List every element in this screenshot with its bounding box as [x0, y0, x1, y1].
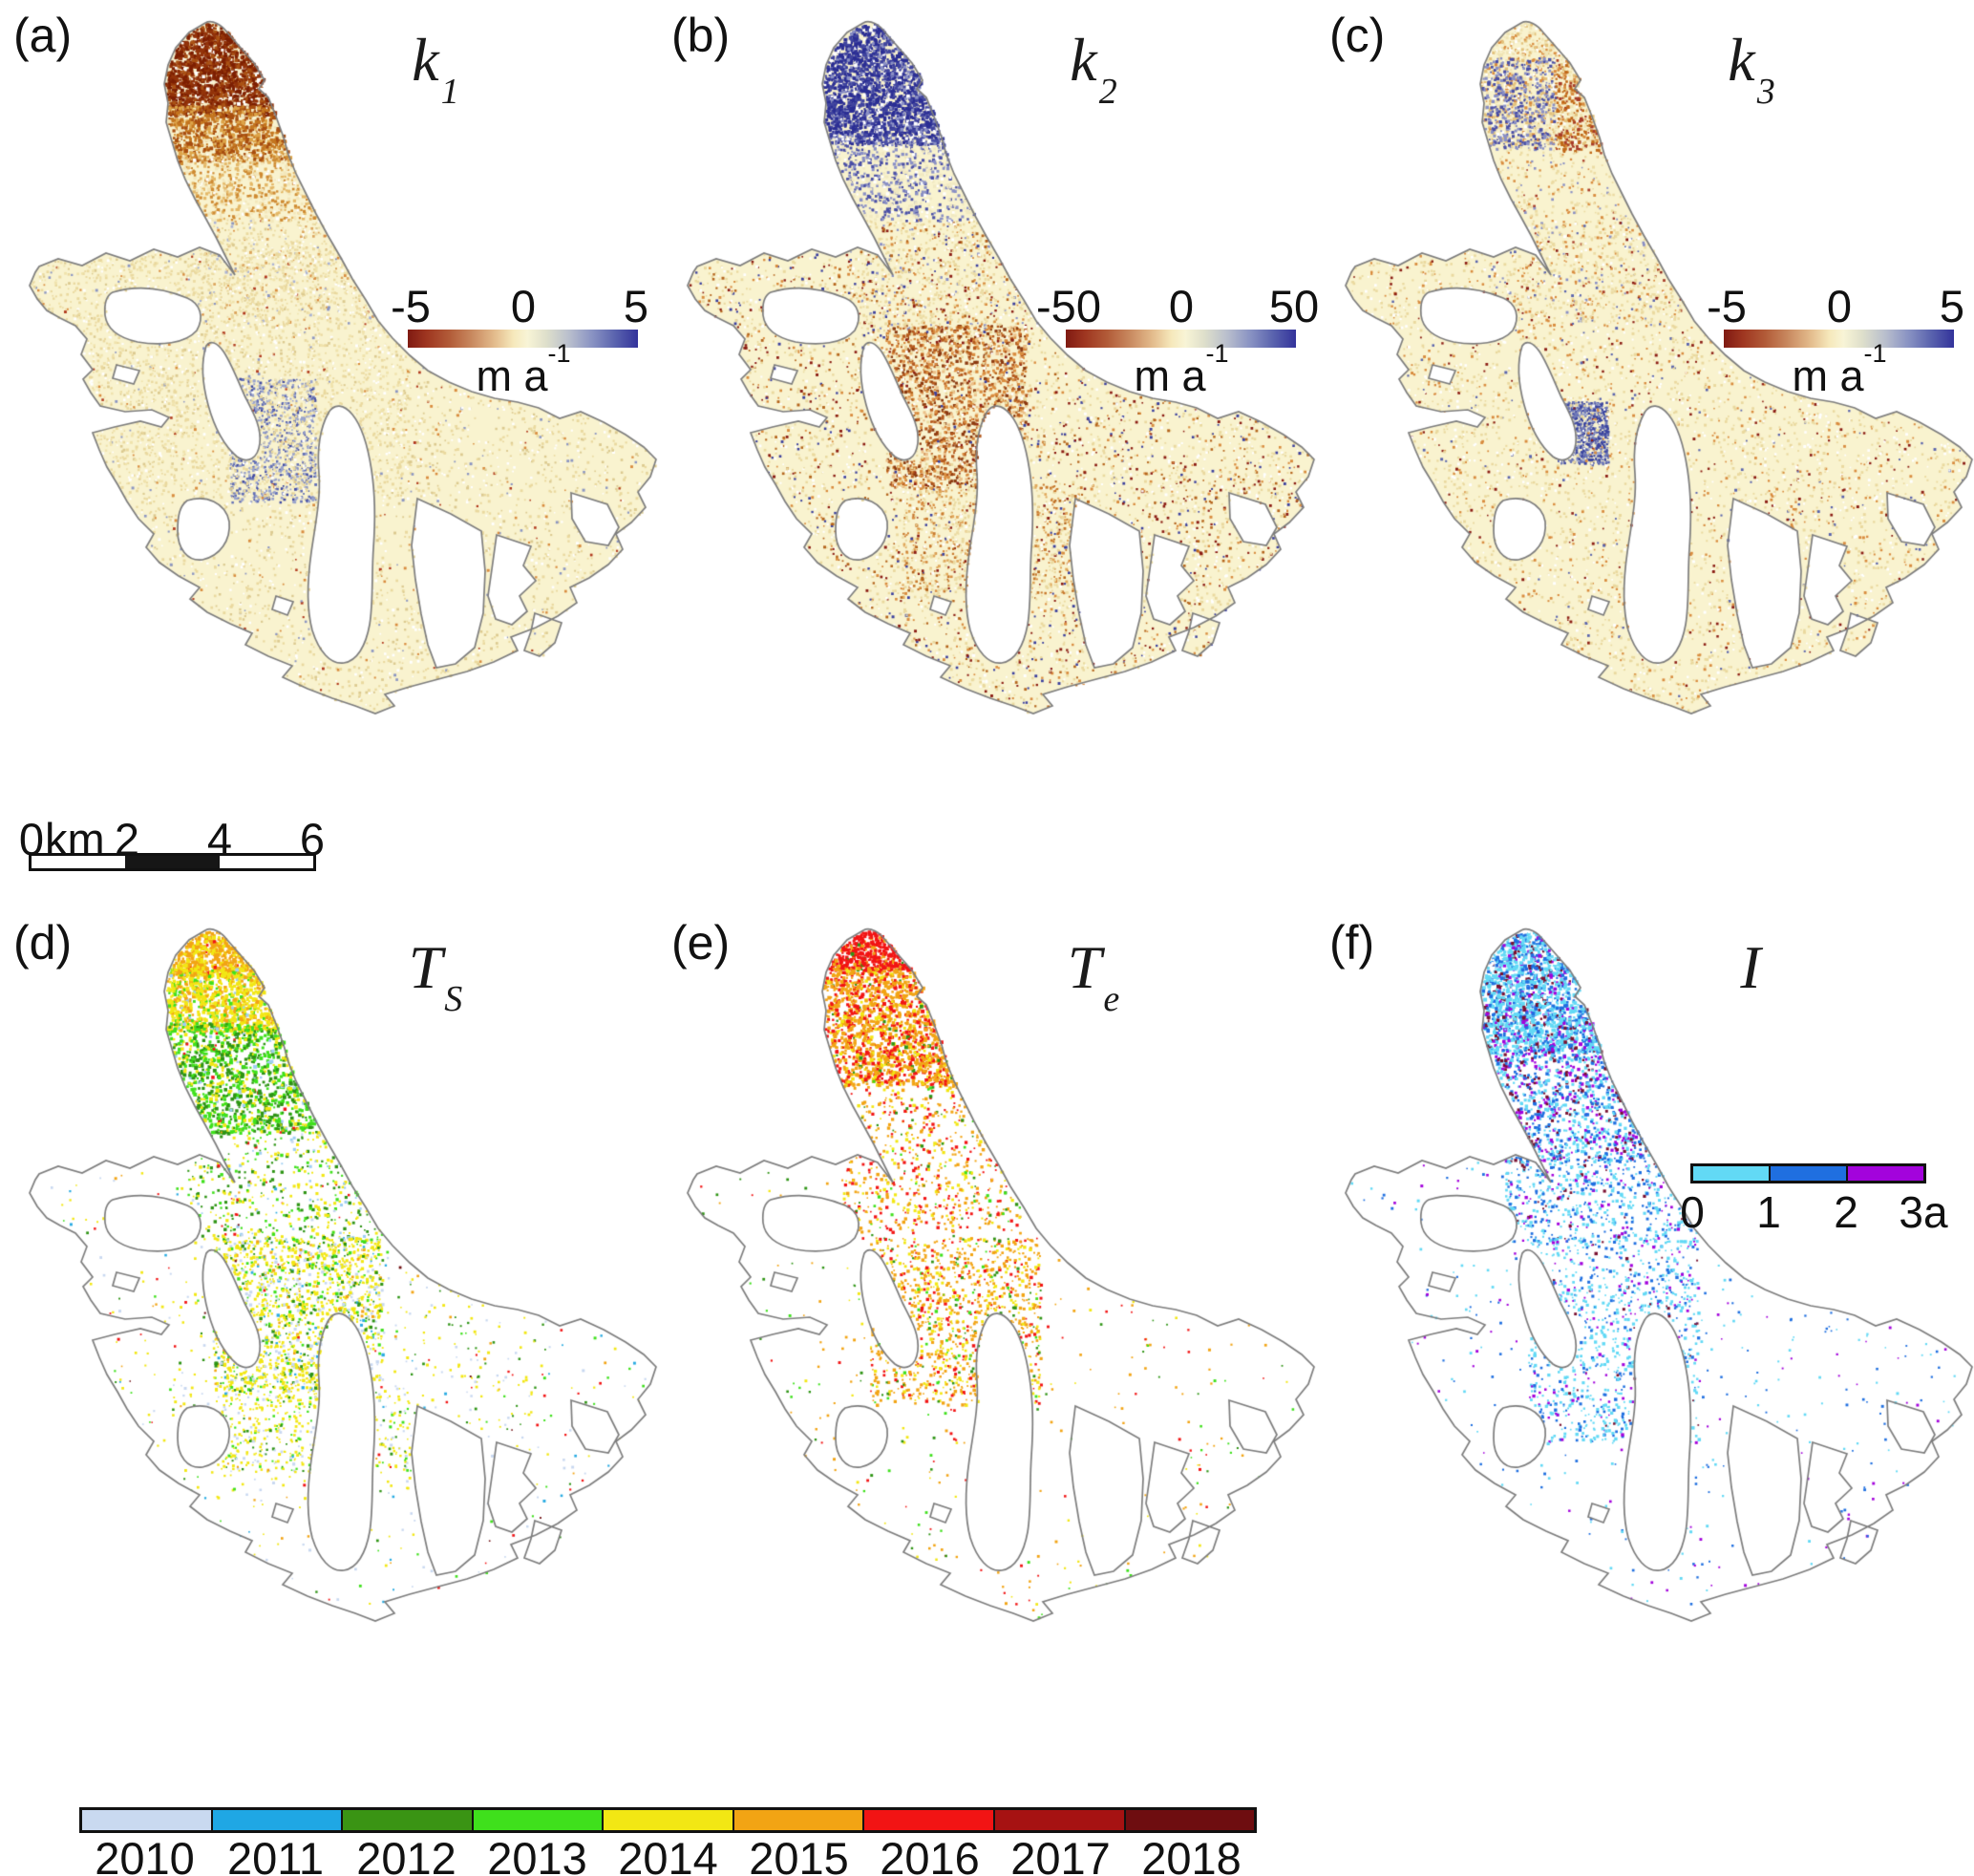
panel-label-f: (f): [1329, 916, 1375, 970]
year-colorbar: [79, 1807, 1257, 1833]
glacier-map-ts: [0, 907, 658, 1633]
symbol-base: T: [1067, 933, 1102, 1001]
tick-max: 5: [623, 281, 649, 331]
panel-f: (f) I 0 1 2 3a: [1316, 907, 1974, 1801]
scalebar-segment: [32, 856, 126, 868]
unit-exponent: -1: [1863, 339, 1887, 368]
symbol-base: k: [412, 26, 439, 94]
unit-base: m a: [476, 352, 548, 400]
year-colorbar-cell: [1125, 1810, 1255, 1830]
interval-legend-labels: 0 1 2 3a: [1316, 1186, 1974, 1237]
colorbar-unit-a: m a-1: [428, 339, 619, 401]
scalebar-segment: [125, 856, 220, 868]
panel-d: (d) TS: [0, 907, 658, 1801]
interval-label-3a: 3a: [1899, 1187, 1948, 1237]
glacier-map-k1: [0, 0, 658, 726]
year-colorbar-cell: [864, 1810, 995, 1830]
unit-base: m a: [1792, 352, 1864, 400]
tick-zero: 0: [1168, 281, 1195, 331]
unit-exponent: -1: [1205, 339, 1229, 368]
panel-label-b: (b): [671, 9, 731, 62]
parameter-symbol-ts: TS: [368, 932, 501, 1017]
colorbar-unit-c: m a-1: [1744, 339, 1935, 401]
year-colorbar-cell: [994, 1810, 1126, 1830]
year-colorbar-cell: [343, 1810, 474, 1830]
symbol-subscript: S: [444, 978, 463, 1019]
tick-min: -5: [1707, 281, 1747, 331]
year-2018: 2018: [1141, 1833, 1242, 1876]
parameter-symbol-interval: I: [1684, 932, 1817, 1003]
year-2014: 2014: [618, 1833, 718, 1876]
symbol-base: k: [1728, 26, 1755, 94]
scalebar-segment: [219, 856, 313, 868]
parameter-symbol-te: Te: [1026, 932, 1159, 1017]
year-2011: 2011: [226, 1833, 325, 1876]
glacier-map-te: [658, 907, 1316, 1633]
interval-legend-cell: [1693, 1166, 1771, 1181]
symbol-base: k: [1070, 26, 1097, 94]
panel-label-d: (d): [13, 916, 73, 970]
year-2017: 2017: [1010, 1833, 1111, 1876]
year-colorbar-cell: [604, 1810, 734, 1830]
year-colorbar-cell: [82, 1810, 213, 1830]
glacier-map-k3: [1316, 0, 1974, 726]
year-colorbar-cell: [212, 1810, 344, 1830]
year-colorbar-cell: [733, 1810, 865, 1830]
tick-min: -50: [1036, 281, 1101, 331]
panel-label-e: (e): [671, 916, 731, 970]
panel-label-c: (c): [1329, 9, 1386, 62]
year-colorbar-labels: 2010 2011 2012 2013 2014 2015 2016 2017 …: [79, 1832, 1257, 1876]
symbol-subscript: e: [1103, 978, 1120, 1019]
glacier-map-k2: [658, 0, 1316, 726]
colorbar-ticks-a: -5 0 5: [363, 280, 659, 331]
interval-label-0: 0: [1680, 1187, 1705, 1237]
interval-legend-cell: [1848, 1166, 1923, 1181]
tick-zero: 0: [1826, 281, 1853, 331]
colorbar-unit-b: m a-1: [1086, 339, 1277, 401]
unit-exponent: -1: [547, 339, 571, 368]
tick-min: -5: [391, 281, 431, 331]
panel-e: (e) Te: [658, 907, 1316, 1801]
symbol-subscript: 3: [1756, 71, 1775, 112]
panel-label-a: (a): [13, 9, 73, 62]
year-2012: 2012: [356, 1833, 456, 1876]
parameter-symbol-k2: k2: [1026, 25, 1159, 110]
tick-max: 5: [1939, 281, 1965, 331]
colorbar-ticks-b: -50 0 50: [1021, 280, 1319, 331]
panel-b: (b) k2 -50 0 50 m a-1: [658, 0, 1319, 893]
interval-legend-bar: [1690, 1163, 1926, 1183]
year-2015: 2015: [749, 1833, 849, 1876]
colorbar-gradient-b: [1066, 330, 1296, 348]
colorbar-gradient-c: [1724, 330, 1954, 348]
interval-legend-cell: [1771, 1166, 1848, 1181]
parameter-symbol-k3: k3: [1684, 25, 1817, 110]
symbol-subscript: 1: [440, 71, 459, 112]
glacier-map-interval: [1316, 907, 1974, 1633]
parameter-symbol-k1: k1: [368, 25, 501, 110]
symbol-base: T: [408, 933, 443, 1001]
colorbar-gradient-a: [408, 330, 638, 348]
symbol-base: I: [1740, 933, 1761, 1001]
year-2010: 2010: [95, 1833, 195, 1876]
tick-max: 50: [1268, 281, 1320, 331]
symbol-subscript: 2: [1098, 71, 1117, 112]
panel-a: (a) k1 -5 0 5 m a-1 0 km 2 4 6: [0, 0, 658, 893]
unit-base: m a: [1134, 352, 1206, 400]
scalebar: [29, 853, 316, 871]
year-2016: 2016: [880, 1833, 980, 1876]
year-2013: 2013: [487, 1833, 587, 1876]
interval-label-2: 2: [1834, 1187, 1858, 1237]
interval-label-1: 1: [1756, 1187, 1781, 1237]
colorbar-ticks-c: -5 0 5: [1679, 280, 1974, 331]
year-colorbar-cell: [473, 1810, 605, 1830]
panel-c: (c) k3 -5 0 5 m a-1: [1316, 0, 1974, 893]
tick-zero: 0: [510, 281, 537, 331]
